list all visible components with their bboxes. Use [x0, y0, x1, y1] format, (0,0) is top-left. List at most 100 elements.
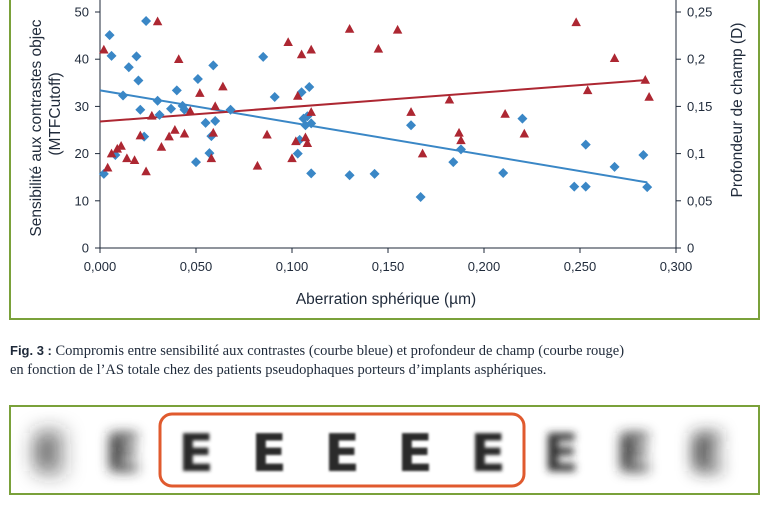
- y-right-tick-label: 0: [687, 241, 694, 256]
- blurred-letter-e: E: [397, 424, 433, 484]
- y-axis-left-label-line2: (MTFCutoff): [47, 72, 64, 155]
- blurred-letter-e: E: [470, 424, 506, 484]
- diamond-point: [292, 148, 303, 159]
- diamond-point: [154, 109, 165, 120]
- blurred-letter-e: E: [689, 424, 725, 484]
- blurred-letter-e: E: [32, 424, 68, 484]
- diamond-point: [104, 30, 115, 41]
- triangle-point: [454, 127, 464, 137]
- trendline-series-1: [99, 89, 648, 184]
- diamond-point: [123, 62, 134, 73]
- triangle-point: [582, 85, 593, 95]
- y-left-tick-label: 20: [75, 146, 89, 161]
- triangle-point: [102, 162, 113, 172]
- triangle-point: [152, 16, 163, 26]
- y-right-tick-label: 0,2: [687, 52, 705, 67]
- triangle-point: [156, 141, 167, 151]
- diamond-point: [269, 91, 280, 102]
- figure-caption: Fig. 3 : Compromis entre sensibilité aux…: [10, 341, 762, 380]
- triangle-point: [185, 106, 195, 115]
- y-axis-right-label: Profondeur de champ (D): [729, 23, 746, 198]
- triangle-point: [293, 91, 303, 100]
- y-right-tick-label: 0,15: [687, 99, 712, 114]
- triangle-point: [291, 136, 301, 146]
- diamond-point: [171, 85, 182, 96]
- blurred-letter-e: E: [616, 424, 652, 484]
- triangle-point: [306, 107, 316, 116]
- triangle-point: [519, 128, 530, 138]
- diamond-point: [304, 82, 315, 93]
- triangle-point: [179, 128, 190, 138]
- triangle-point: [373, 43, 384, 53]
- y-left-tick-label: 30: [75, 99, 89, 114]
- y-left-tick-label: 40: [75, 52, 89, 67]
- diamond-point: [580, 181, 591, 192]
- trendlines: [99, 78, 648, 184]
- triangle-point: [344, 23, 355, 33]
- diamond-point: [225, 104, 236, 115]
- triangle-point: [206, 153, 217, 163]
- axes: 0,000 0,050 0,100 0,150 0,200 0,250 0,30001020…: [75, 0, 712, 274]
- figure-label: Fig. 3 :: [10, 343, 52, 358]
- y-left-tick-label: 50: [75, 5, 89, 20]
- diamond-point: [191, 157, 201, 168]
- triangle-point: [456, 135, 466, 145]
- triangle-point: [218, 81, 228, 91]
- x-tick-label: 0,050: [180, 259, 213, 274]
- x-tick-label: 0,150: [372, 259, 405, 274]
- triangle-point: [208, 127, 219, 137]
- caption-line-2: en fonction de l’AS totale chez des pati…: [10, 362, 547, 378]
- diamond-point: [210, 116, 221, 127]
- y-axis-left-label-line1: Sensibilité aux contrastes objec: [28, 19, 45, 236]
- x-tick-label: 0,250: [564, 259, 597, 274]
- triangle-point: [135, 130, 146, 140]
- blurred-letter-e: E: [324, 424, 360, 484]
- trendline-series-2: [99, 78, 648, 123]
- triangle-point: [147, 110, 157, 120]
- triangle-point: [640, 74, 651, 84]
- diamond-point: [638, 150, 649, 161]
- diamond-point: [141, 15, 152, 26]
- triangle-point: [644, 91, 654, 101]
- sharp-zone-highlight: [158, 412, 526, 488]
- triangle-point: [99, 44, 109, 54]
- diamond-point: [106, 50, 117, 61]
- triangle-point: [283, 37, 293, 46]
- blurred-letter-e: E: [178, 424, 214, 484]
- triangle-point: [164, 131, 174, 141]
- diamond-point: [258, 51, 269, 62]
- x-tick-label: 0,000: [84, 259, 117, 274]
- diamond-point: [306, 118, 317, 129]
- diamond-point: [200, 117, 211, 128]
- y-left-tick-label: 10: [75, 193, 89, 208]
- diamond-point: [152, 95, 163, 106]
- triangle-point: [262, 129, 272, 139]
- diamond-point: [406, 120, 417, 131]
- data-points: [98, 15, 654, 203]
- diamond-point: [569, 181, 580, 192]
- diamond-point: [118, 90, 129, 101]
- chart-panel: 0,000 0,050 0,100 0,150 0,200 0,250 0,300 0 10 20…: [9, 0, 760, 320]
- scatter-chart: 0,000 0,050 0,100 0,150 0,200 0,250 0,30001020…: [9, 0, 760, 320]
- diamond-point: [517, 113, 528, 124]
- x-tick-label: 0,200: [468, 259, 501, 274]
- triangle-point: [500, 108, 510, 118]
- triangle-point: [210, 101, 220, 111]
- triangle-point: [252, 160, 263, 170]
- x-tick-label: 0,300: [660, 259, 693, 274]
- diamond-point: [131, 51, 142, 62]
- x-axis-label: Aberration sphérique (µm): [296, 291, 476, 308]
- blurred-letter-e: E: [543, 424, 579, 484]
- diamond-point: [455, 144, 466, 155]
- diamond-point: [166, 103, 177, 114]
- caption-line-1: Compromis entre sensibilité aux contrast…: [51, 343, 625, 359]
- blur-strip-frame: [9, 405, 760, 495]
- triangle-point: [444, 94, 455, 104]
- triangle-point: [170, 125, 180, 134]
- triangle-point: [195, 88, 205, 97]
- diamond-point: [344, 170, 355, 181]
- axis-labels: Sensibilité aux contrastes objec (MTFCut…: [28, 19, 746, 308]
- diamond-point: [369, 168, 380, 179]
